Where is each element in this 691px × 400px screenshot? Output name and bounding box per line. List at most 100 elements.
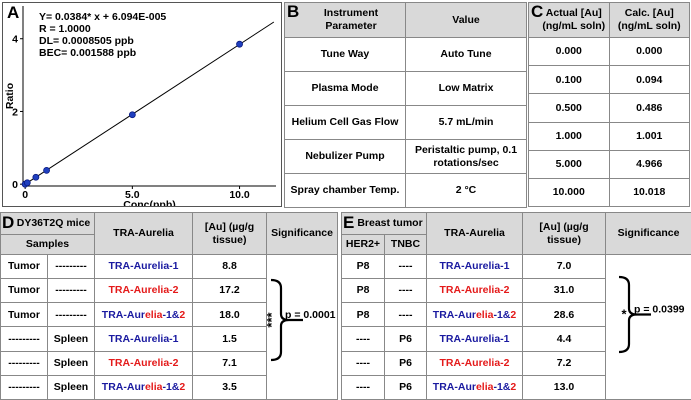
header-row: Samples bbox=[0, 234, 338, 255]
data-point bbox=[128, 111, 136, 119]
x-axis-label: Conc(ppb) bbox=[123, 199, 176, 206]
agent-cell: TRA-Aurelia-1 bbox=[94, 253, 194, 280]
header-cell: TRA-Aurelia bbox=[94, 212, 194, 255]
cell: 1.000 bbox=[528, 121, 610, 151]
row: P8 ---- TRA-Aurelia-1&2 28.6 bbox=[341, 302, 691, 328]
agent-cell: TRA-Aurelia-2 bbox=[426, 350, 524, 376]
row: ---- P6 TRA-Aurelia-1 4.4 bbox=[341, 326, 691, 352]
header-cell: Value bbox=[405, 2, 527, 38]
cell: Nebulizer Pump bbox=[284, 139, 406, 174]
agent-text: 2 bbox=[510, 381, 517, 394]
agent-text: TRA-Aurelia-1 bbox=[108, 332, 179, 345]
row: 0.500 0.486 bbox=[528, 93, 690, 123]
cell: 0.000 bbox=[528, 37, 610, 67]
cell: 10.000 bbox=[528, 177, 610, 208]
agent-text: -1& bbox=[493, 308, 511, 321]
y-axis-label: Ratio bbox=[4, 83, 16, 109]
row: 1.000 1.001 bbox=[528, 121, 690, 151]
cell: Tumor bbox=[0, 278, 48, 304]
agent-text: TRA-Aurelia-1 bbox=[439, 332, 510, 345]
row: ---- P6 TRA-Aurelia-1&2 13.0 bbox=[341, 374, 691, 400]
panel-label: E bbox=[343, 213, 355, 232]
cell: Spleen bbox=[46, 350, 96, 376]
x-tick-label: 10.0 bbox=[229, 189, 250, 201]
group-cell: DY36T2Q mice bbox=[0, 212, 96, 235]
subgroup-cell: HER2+ bbox=[341, 234, 385, 255]
cell: 7.2 bbox=[522, 350, 607, 376]
annotation: BEC= 0.001588 ppb bbox=[39, 47, 136, 59]
cell: 1.001 bbox=[608, 121, 690, 151]
cell: 0.486 bbox=[608, 93, 690, 123]
cell: P8 bbox=[341, 253, 385, 280]
subgroup-cell: TNBC bbox=[383, 234, 428, 255]
cell: --------- bbox=[0, 350, 48, 376]
x-tick-label: 0 bbox=[22, 189, 28, 201]
table: DY36T2Q mice TRA-Aurelia [Au] (µg/g tissue… bbox=[0, 212, 339, 400]
header-row: Breast tumor TRA-Aurelia [Au] (µg/g tissue… bbox=[340, 212, 691, 255]
agent-text: elia bbox=[144, 308, 163, 321]
cell: P6 bbox=[383, 326, 428, 352]
agent-text: -1& bbox=[162, 308, 180, 321]
group-cell: Breast tumor bbox=[340, 212, 428, 235]
panel-label: D bbox=[2, 213, 15, 232]
row: Tumor --------- TRA-Aurelia-1 8.8 bbox=[0, 253, 339, 400]
cell: --------- bbox=[46, 278, 96, 304]
row: P8 ---- TRA-Aurelia-1 7.0 bbox=[341, 253, 691, 400]
header-cell: TRA-Aurelia bbox=[426, 212, 524, 255]
calibration-chart: 0 2 4 0 5.0 10.0 Conc(ppb) Ratio Y= 0.0384* x + … bbox=[4, 6, 276, 211]
y-tick-label: 4 bbox=[12, 34, 18, 46]
cell: 4.4 bbox=[522, 326, 607, 352]
cell: 31.0 bbox=[522, 278, 607, 304]
significance-cell bbox=[266, 254, 339, 400]
header-cell: Significance bbox=[605, 212, 691, 255]
agent-cell: TRA-Aurelia-1&2 bbox=[94, 374, 194, 400]
agent-text: 2 bbox=[179, 381, 186, 394]
subgroup-cell: Samples bbox=[0, 234, 96, 255]
row: Spray chamber Temp. 2 °C bbox=[284, 173, 527, 208]
agent-text: 2 bbox=[179, 308, 186, 321]
cell: 28.6 bbox=[522, 302, 607, 328]
cell: Spleen bbox=[46, 326, 96, 352]
annotation: R = 1.0000 bbox=[39, 23, 91, 35]
agent-text: TRA-Aurelia-2 bbox=[439, 356, 510, 369]
header-row: Instrument Parameter Value bbox=[284, 2, 527, 38]
header-row: DY36T2Q mice TRA-Aurelia [Au] (µg/g tissue… bbox=[0, 212, 339, 255]
agent-text: TRA-Aur bbox=[101, 308, 145, 321]
cell: 10.018 bbox=[608, 177, 690, 208]
cell: Tumor bbox=[0, 253, 48, 280]
cell: --------- bbox=[0, 326, 48, 352]
row: Tumor --------- TRA-Aurelia-2 17.2 bbox=[0, 278, 338, 304]
cell: ---- bbox=[341, 326, 385, 352]
row: Helium Cell Gas Flow 5.7 mL/min bbox=[284, 105, 527, 140]
agent-text: TRA-Aur bbox=[432, 308, 476, 321]
cell: ---- bbox=[341, 374, 385, 400]
agent-text: TRA-Aur bbox=[432, 381, 476, 394]
agent-cell: TRA-Aurelia-2 bbox=[94, 278, 194, 304]
agent-cell: TRA-Aurelia-1&2 bbox=[426, 374, 524, 400]
y-tick-label: 0 bbox=[12, 179, 18, 191]
cell: 18.0 bbox=[192, 302, 268, 328]
cell: 7.1 bbox=[192, 350, 268, 376]
cell: Tune Way bbox=[284, 37, 406, 72]
cell: Auto Tune bbox=[405, 37, 527, 72]
agent-cell: TRA-Aurelia-1 bbox=[426, 253, 524, 280]
data-point bbox=[32, 173, 40, 181]
cell: 3.5 bbox=[192, 374, 268, 400]
agent-text: TRA-Aur bbox=[101, 381, 145, 394]
panel-label: C bbox=[531, 2, 544, 21]
cell: 4.966 bbox=[608, 149, 690, 179]
cell: P6 bbox=[383, 374, 428, 400]
row: Nebulizer Pump Peristaltic pump, 0.1 rota… bbox=[284, 139, 527, 174]
cell: 8.8 bbox=[192, 253, 268, 280]
annotation: Y= 0.0384* x + 6.094E-005 bbox=[39, 11, 166, 23]
data-point bbox=[23, 179, 31, 187]
cell: ---- bbox=[383, 278, 428, 304]
agent-text: TRA-Aurelia-2 bbox=[439, 284, 510, 297]
panel-d: D DY36T2Q mice TRA-Aurelia [Au] (µg/g tiss… bbox=[0, 212, 339, 400]
row: --------- Spleen TRA-Aurelia-1&2 3.5 bbox=[0, 374, 338, 400]
cell: --------- bbox=[46, 302, 96, 328]
cell: Spleen bbox=[46, 374, 96, 400]
cell: Peristaltic pump, 0.1 rotations/sec bbox=[405, 139, 527, 174]
agent-text: 2 bbox=[510, 308, 517, 321]
agent-text: TRA-Aurelia-2 bbox=[108, 284, 179, 297]
